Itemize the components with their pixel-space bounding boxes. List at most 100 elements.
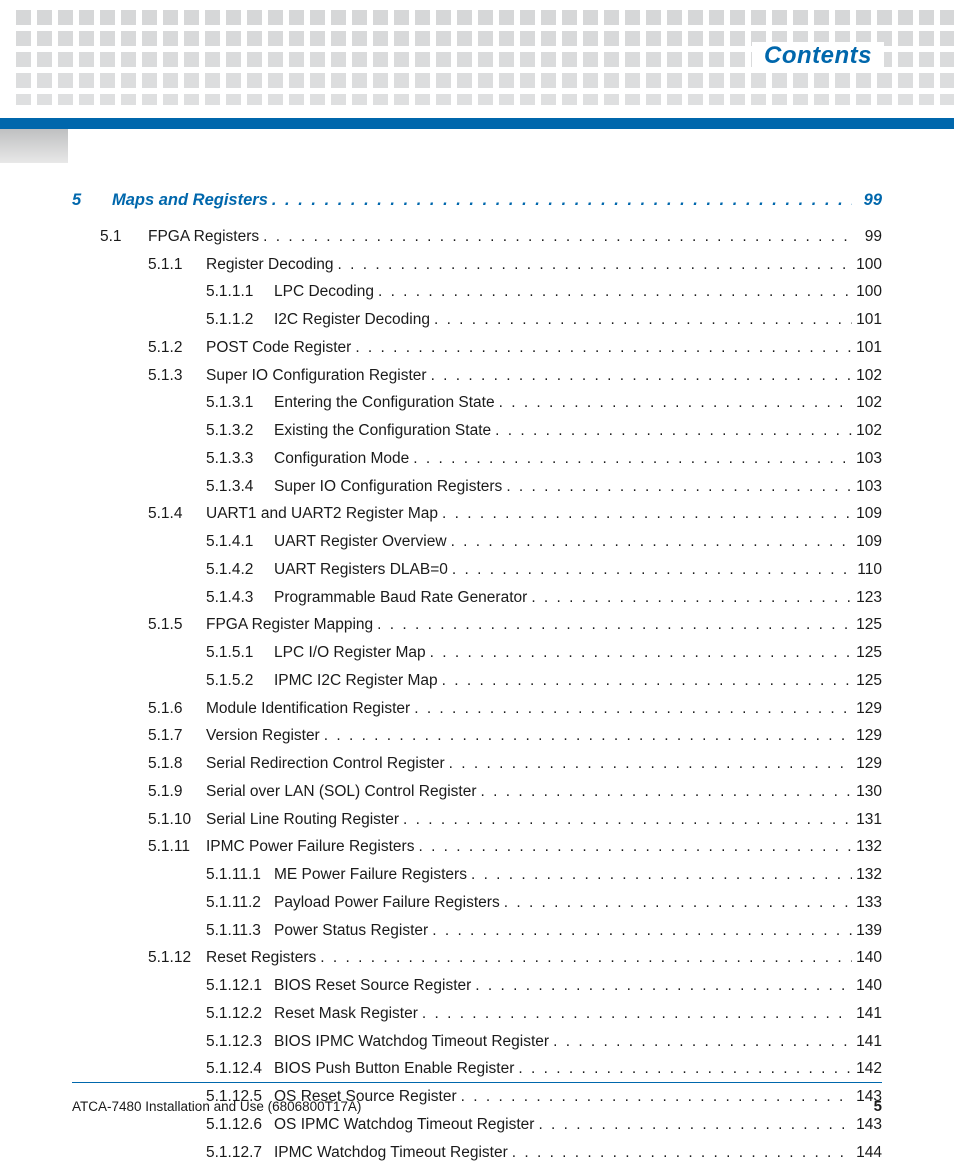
toc-entry-number: 5.1.12.6	[206, 1113, 274, 1136]
toc-entry-title: LPC Decoding	[274, 280, 374, 303]
toc-entry-leader	[500, 891, 852, 914]
toc-entry[interactable]: 5.1.5FPGA Register Mapping125	[72, 613, 882, 636]
toc-entry[interactable]: 5.1.3.3Configuration Mode103	[72, 447, 882, 470]
toc-entry-page: 100	[852, 253, 882, 276]
toc-entry-page: 125	[852, 613, 882, 636]
toc-entry-page: 99	[852, 188, 882, 213]
toc-entry-title: Super IO Configuration Register	[206, 364, 427, 387]
toc-entry-leader	[447, 530, 852, 553]
toc-entry[interactable]: 5.1.5.1LPC I/O Register Map125	[72, 641, 882, 664]
toc-entry-page: 125	[852, 641, 882, 664]
toc-entry[interactable]: 5.1.12Reset Registers140	[72, 946, 882, 969]
toc-entry-page: 132	[852, 863, 882, 886]
toc-entry[interactable]: 5.1.4UART1 and UART2 Register Map109	[72, 502, 882, 525]
toc-entry-page: 102	[852, 364, 882, 387]
toc-entry-title: I2C Register Decoding	[274, 308, 430, 331]
toc-entry[interactable]: 5.1.12.1BIOS Reset Source Register140	[72, 974, 882, 997]
toc-entry-page: 109	[852, 530, 882, 553]
toc-entry[interactable]: 5.1.12.3BIOS IPMC Watchdog Timeout Regis…	[72, 1030, 882, 1053]
toc-entry-number: 5.1.11	[148, 835, 206, 858]
toc-entry-number: 5.1.1.1	[206, 280, 274, 303]
toc-entry-page: 129	[852, 697, 882, 720]
toc-entry-page: 142	[852, 1057, 882, 1080]
toc-entry-leader	[527, 586, 852, 609]
toc-entry-title: FPGA Registers	[148, 225, 259, 248]
header-title: Contents	[752, 42, 884, 70]
toc-entry[interactable]: 5.1.12.6OS IPMC Watchdog Timeout Registe…	[72, 1113, 882, 1136]
toc-entry[interactable]: 5.1.10Serial Line Routing Register131	[72, 808, 882, 831]
toc-entry[interactable]: 5.1.4.3Programmable Baud Rate Generator1…	[72, 586, 882, 609]
toc-entry-number: 5.1.12.3	[206, 1030, 274, 1053]
toc-entry-title: Maps and Registers	[112, 188, 268, 213]
toc-entry-title: BIOS Push Button Enable Register	[274, 1057, 514, 1080]
toc-entry-page: 109	[852, 502, 882, 525]
toc-entry[interactable]: 5.1.3.4Super IO Configuration Registers1…	[72, 475, 882, 498]
toc-entry-number: 5.1.12.4	[206, 1057, 274, 1080]
toc-entry[interactable]: 5.1.8Serial Redirection Control Register…	[72, 752, 882, 775]
toc-entry-number: 5.1.4.2	[206, 558, 274, 581]
toc-entry-number: 5.1.11.2	[206, 891, 274, 914]
toc-entry[interactable]: 5.1.1Register Decoding 100	[72, 253, 882, 276]
toc-entry-leader	[508, 1141, 852, 1164]
toc-entry-title: Version Register	[206, 724, 320, 747]
toc-entry-page: 102	[852, 391, 882, 414]
toc-entry-title: Existing the Configuration State	[274, 419, 491, 442]
toc-content: 5Maps and Registers995.1FPGA Registers99…	[72, 188, 882, 1168]
toc-entry-number: 5.1.3.2	[206, 419, 274, 442]
toc-entry[interactable]: 5.1.9Serial over LAN (SOL) Control Regis…	[72, 780, 882, 803]
toc-entry[interactable]: 5.1.11.1ME Power Failure Registers132	[72, 863, 882, 886]
toc-entry-page: 103	[852, 475, 882, 498]
toc-entry[interactable]: 5.1.5.2IPMC I2C Register Map125	[72, 669, 882, 692]
toc-entry[interactable]: 5.1.11.2Payload Power Failure Registers1…	[72, 891, 882, 914]
toc-entry-leader	[427, 364, 852, 387]
toc-entry[interactable]: 5.1.1.1LPC Decoding100	[72, 280, 882, 303]
toc-entry-title: POST Code Register	[206, 336, 351, 359]
toc-entry-leader	[418, 1002, 852, 1025]
toc-entry-leader	[334, 253, 852, 276]
toc-entry[interactable]: 5.1FPGA Registers99	[72, 225, 882, 248]
toc-entry-title: Serial over LAN (SOL) Control Register	[206, 780, 477, 803]
toc-entry[interactable]: 5.1.12.4BIOS Push Button Enable Register…	[72, 1057, 882, 1080]
toc-entry[interactable]: 5.1.12.7IPMC Watchdog Timeout Register14…	[72, 1141, 882, 1164]
toc-entry[interactable]: 5.1.12.2Reset Mask Register141	[72, 1002, 882, 1025]
toc-entry-page: 101	[852, 308, 882, 331]
toc-entry-page: 125	[852, 669, 882, 692]
toc-entry-title: UART Registers DLAB=0	[274, 558, 448, 581]
toc-entry-leader	[268, 188, 852, 213]
toc-entry-title: IPMC Watchdog Timeout Register	[274, 1141, 508, 1164]
toc-entry-leader	[438, 502, 852, 525]
toc-entry-leader	[428, 919, 852, 942]
toc-entry-page: 123	[852, 586, 882, 609]
toc-entry[interactable]: 5.1.7Version Register129	[72, 724, 882, 747]
toc-entry[interactable]: 5.1.3.2Existing the Configuration State 1…	[72, 419, 882, 442]
toc-entry-leader	[351, 336, 852, 359]
toc-entry-leader	[373, 613, 852, 636]
toc-entry[interactable]: 5.1.3.1Entering the Configuration State1…	[72, 391, 882, 414]
toc-entry-title: Register Decoding	[206, 253, 334, 276]
toc-entry[interactable]: 5.1.11.3Power Status Register139	[72, 919, 882, 942]
toc-entry[interactable]: 5.1.3Super IO Configuration Register 102	[72, 364, 882, 387]
toc-entry-number: 5.1.12.7	[206, 1141, 274, 1164]
toc-entry-page: 103	[852, 447, 882, 470]
toc-entry-number: 5.1.6	[148, 697, 206, 720]
toc-entry-page: 132	[852, 835, 882, 858]
toc-entry-title: UART Register Overview	[274, 530, 447, 553]
toc-entry-number: 5.1.1	[148, 253, 206, 276]
toc-entry-leader	[514, 1057, 852, 1080]
toc-entry-leader	[448, 558, 852, 581]
toc-entry-page: 133	[852, 891, 882, 914]
toc-entry-number: 5.1.12.2	[206, 1002, 274, 1025]
toc-entry[interactable]: 5.1.11IPMC Power Failure Registers132	[72, 835, 882, 858]
toc-entry[interactable]: 5.1.1.2I2C Register Decoding101	[72, 308, 882, 331]
toc-entry[interactable]: 5.1.4.1UART Register Overview109	[72, 530, 882, 553]
toc-entry[interactable]: 5.1.2POST Code Register101	[72, 336, 882, 359]
toc-entry-page: 102	[852, 419, 882, 442]
toc-entry-number: 5.1.3	[148, 364, 206, 387]
toc-entry[interactable]: 5Maps and Registers99	[72, 188, 882, 213]
toc-entry[interactable]: 5.1.6Module Identification Register129	[72, 697, 882, 720]
toc-entry-page: 141	[852, 1002, 882, 1025]
toc-entry-page: 110	[852, 558, 882, 581]
toc-entry-title: ME Power Failure Registers	[274, 863, 467, 886]
header-gray-bar	[0, 129, 68, 163]
toc-entry[interactable]: 5.1.4.2UART Registers DLAB=0 110	[72, 558, 882, 581]
